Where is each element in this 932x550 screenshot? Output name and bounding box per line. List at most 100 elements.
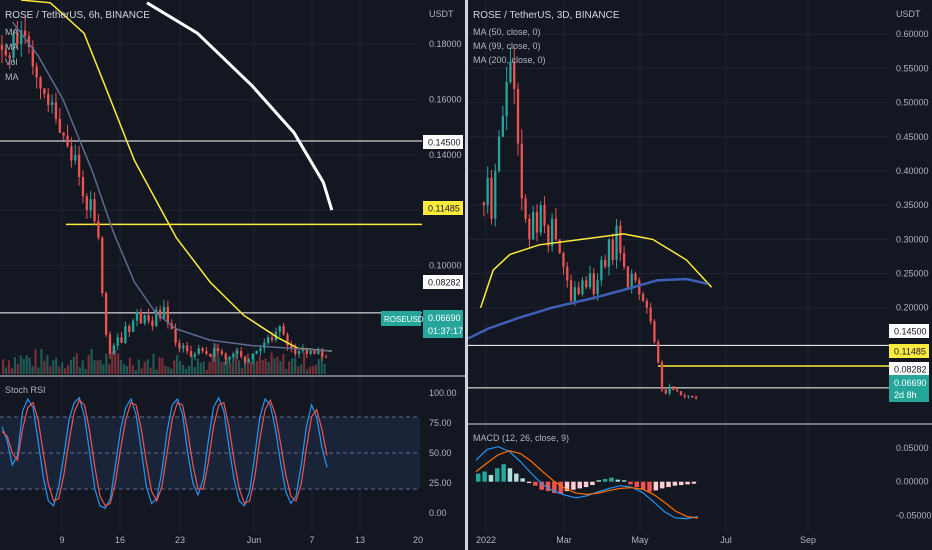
macd-histogram-bar — [590, 481, 595, 486]
right-candle — [676, 389, 679, 392]
left-time-axis[interactable]: 9 16 23 Jun 7 13 20 — [59, 535, 423, 545]
right-candle — [622, 253, 626, 267]
volume-bar — [258, 355, 261, 374]
volume-bar — [49, 366, 52, 374]
left-candle — [182, 345, 185, 349]
volume-bar — [276, 356, 279, 374]
price-tick-label: 0.16000 — [429, 95, 462, 105]
left-candle — [259, 348, 262, 352]
right-candle — [630, 273, 633, 288]
volume-bar — [202, 361, 205, 374]
volume-bar — [55, 357, 58, 374]
macd-histogram-bar — [545, 481, 551, 492]
volume-bar — [125, 366, 129, 374]
volume-bar — [302, 352, 306, 374]
left-candle — [35, 66, 38, 78]
price-tick-label: 0.30000 — [896, 234, 929, 244]
time-tick-label: 13 — [355, 535, 365, 545]
volume-bar — [87, 355, 90, 374]
vol-legend[interactable]: Vol — [5, 57, 18, 67]
left-candle — [151, 320, 154, 327]
left-candles[interactable] — [0, 15, 328, 365]
time-tick-label: May — [631, 535, 649, 545]
right-level-tag-2: 0.11485 — [889, 344, 929, 358]
price-tick-label: 0.14000 — [429, 150, 462, 160]
volume-bar — [252, 354, 255, 374]
stoch-series-line — [1, 398, 328, 507]
left-candle — [305, 348, 308, 354]
right-candle — [668, 386, 671, 394]
right-candle — [588, 273, 592, 288]
right-last-price-tag: 0.06690 2d 8h — [889, 375, 929, 402]
right-candle — [501, 116, 504, 137]
left-grid — [0, 0, 420, 530]
macd-histogram-bar — [647, 481, 652, 492]
right-price-axis[interactable]: 0.60000 0.55000 0.50000 0.45000 0.40000 0.350… — [896, 29, 932, 520]
left-candle — [54, 102, 58, 119]
ma200-legend[interactable]: MA (200, close, 0) — [473, 55, 546, 65]
right-candle — [687, 395, 690, 397]
stoch-tick-label: 100.00 — [429, 388, 457, 398]
left-candle — [97, 221, 100, 238]
volume-bar — [164, 365, 167, 374]
volume-bar — [220, 361, 223, 374]
right-candle — [694, 397, 698, 399]
volume-bar — [238, 360, 241, 374]
left-candle — [116, 337, 119, 346]
left-candle — [220, 351, 224, 354]
symbol-tag-text: ROSEUSDT — [384, 315, 429, 324]
macd-histogram-bar — [476, 473, 481, 482]
ma-legend-2[interactable]: MA — [5, 42, 19, 52]
volume-bar — [167, 366, 170, 374]
ma-legend-1[interactable]: MA — [5, 27, 19, 37]
right-candle — [532, 212, 535, 240]
macd-histogram-bar — [672, 481, 678, 486]
right-time-axis[interactable]: 2022 Mar May Jul Sep — [476, 535, 816, 545]
volume-bar — [122, 364, 126, 374]
stoch-rsi-label[interactable]: Stoch RSI — [5, 385, 46, 395]
volume-bar — [7, 360, 11, 374]
right-candle — [691, 395, 694, 398]
macd-histogram-bar — [596, 480, 602, 482]
right-candle — [482, 202, 486, 206]
price-tick-label: 0.50000 — [896, 98, 929, 108]
stoch-rsi-pane — [0, 396, 420, 509]
right-level-tag-3-text: 0.08282 — [894, 365, 927, 375]
left-candle — [193, 353, 197, 357]
right-candle — [490, 177, 493, 219]
left-candle — [309, 351, 312, 354]
volume-bar — [270, 352, 273, 374]
volume-bar — [205, 369, 208, 374]
right-unit-label: USDT — [896, 9, 921, 19]
right-candle — [543, 205, 546, 226]
macd-histogram-bar — [514, 473, 519, 482]
volume-bar — [323, 363, 326, 374]
ma50-legend[interactable]: MA (50, close, 0) — [473, 27, 541, 37]
left-candle — [197, 348, 200, 354]
time-tick-label: Jun — [247, 535, 262, 545]
macd-tick-label: 0.05000 — [896, 443, 929, 453]
right-candle — [528, 218, 531, 240]
volume-bar — [102, 364, 105, 374]
volume-bar — [22, 359, 25, 374]
volume-bar — [69, 359, 73, 374]
stoch-series-line — [1, 396, 328, 509]
price-tick-label: 0.55000 — [896, 63, 929, 73]
moving-average-line — [468, 277, 708, 340]
ma99-legend[interactable]: MA (99, close, 0) — [473, 41, 541, 51]
volume-bar — [291, 358, 294, 374]
macd-histogram-bar — [583, 481, 589, 488]
left-candle — [50, 102, 54, 106]
right-candle — [516, 88, 520, 144]
ma-legend-3[interactable]: MA — [5, 72, 19, 82]
volume-bar — [2, 359, 5, 374]
left-level-tag-3-text: 0.08282 — [428, 278, 461, 288]
macd-histogram-bar — [558, 481, 563, 494]
right-candle — [558, 239, 561, 254]
left-candle — [232, 353, 235, 357]
left-chart-title: ROSE / TetherUS, 6h, BINANCE — [5, 10, 150, 21]
macd-label[interactable]: MACD (12, 26, close, 9) — [473, 433, 569, 443]
left-candle — [294, 348, 297, 354]
volume-bar — [208, 361, 211, 374]
volume-bar — [211, 354, 214, 374]
